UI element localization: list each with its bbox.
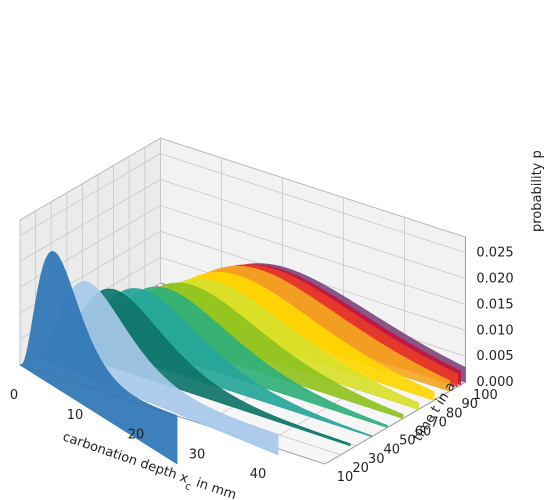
x-tick-label-4: 40	[250, 467, 267, 482]
grid-z-left-5	[19, 153, 161, 236]
series-area-1	[35, 281, 279, 456]
z-tick-label-5: 0.025	[476, 246, 513, 261]
x-tick-label-1: 10	[67, 408, 84, 423]
z-tick-label-3: 0.015	[476, 297, 513, 312]
t-tick-label-4: 50	[399, 434, 416, 449]
series-area-0	[18, 251, 178, 465]
t-tick-label-1: 20	[352, 461, 369, 476]
t-tick-label-5: 60	[415, 425, 432, 440]
z-axis-label: probability p	[530, 150, 545, 232]
t-axis-line	[324, 381, 466, 465]
t-tick-label-9: 100	[473, 388, 498, 403]
x-tick-label-0: 0	[10, 388, 18, 403]
z-tick-label-0: 0.000	[476, 375, 513, 390]
grid-z-back-4	[160, 179, 466, 279]
grid-z-back-3	[160, 205, 466, 305]
z-tick-label-4: 0.020	[476, 272, 513, 287]
t-tick-label-3: 40	[384, 443, 401, 458]
series-area-2	[51, 288, 351, 447]
t-tick-label-6: 70	[430, 415, 447, 430]
t-tick-label-2: 30	[368, 452, 385, 467]
grid-z-back-5	[160, 153, 466, 254]
x-axis-label-subscript: c	[184, 480, 193, 492]
z-tick-label-2: 0.010	[476, 323, 513, 338]
z-tick-label-1: 0.005	[476, 349, 513, 364]
t-tick-label-0: 10	[337, 470, 354, 485]
series-layer	[18, 251, 466, 465]
t-tick-label-7: 80	[446, 406, 463, 421]
x-axis-label-unit: in mm	[190, 474, 238, 500]
t-tick-label-8: 90	[462, 397, 479, 412]
x-tick-label-3: 30	[189, 447, 206, 462]
grid-z-left-4	[19, 179, 161, 262]
x-tick-label-2: 20	[128, 428, 145, 443]
